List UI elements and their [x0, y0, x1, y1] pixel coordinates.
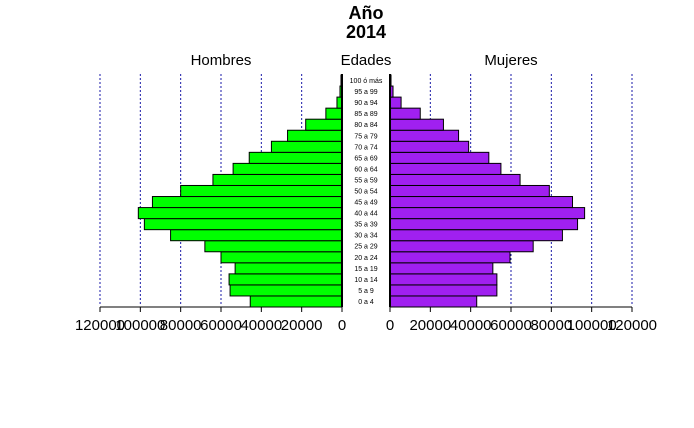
x-tick-label-right: 80000 — [530, 317, 572, 334]
x-tick-label-right: 40000 — [450, 317, 492, 334]
age-group-label: 60 a 64 — [354, 166, 377, 173]
age-group-label: 45 a 49 — [354, 200, 377, 207]
x-tick-label-right: 120000 — [607, 317, 657, 334]
bar-mujeres-13 — [389, 151, 490, 164]
bar-mujeres-0 — [389, 295, 478, 308]
bar-mujeres-9 — [389, 196, 574, 209]
bar-mujeres-17 — [389, 107, 421, 120]
x-tick-label-left: 100000 — [115, 317, 165, 334]
bar-hombres-5 — [204, 240, 343, 253]
x-tick-label-left: 20000 — [281, 317, 323, 334]
bar-hombres-8 — [137, 207, 343, 220]
x-tick-label-right: 0 — [386, 317, 394, 334]
bar-mujeres-5 — [389, 240, 534, 253]
bar-mujeres-8 — [389, 207, 586, 220]
bar-hombres-1 — [229, 284, 343, 297]
age-group-label: 40 a 44 — [354, 211, 377, 218]
bar-hombres-12 — [232, 162, 343, 175]
x-tick-label-left: 80000 — [160, 317, 202, 334]
bar-hombres-16 — [305, 118, 343, 131]
bar-hombres-15 — [287, 129, 343, 142]
bar-mujeres-7 — [389, 218, 579, 231]
bar-hombres-4 — [220, 251, 343, 264]
bar-mujeres-11 — [389, 173, 521, 186]
x-tick-label-left: 120000 — [75, 317, 125, 334]
bar-hombres-10 — [180, 184, 343, 198]
bar-hombres-6 — [170, 229, 343, 242]
age-group-label: 25 a 29 — [354, 244, 377, 251]
age-group-label: 55 a 59 — [354, 177, 377, 184]
bar-hombres-7 — [143, 218, 343, 231]
x-tick-label-left: 0 — [338, 317, 346, 334]
age-group-label: 65 a 69 — [354, 155, 377, 162]
age-group-label: 20 a 24 — [354, 255, 377, 262]
age-group-label: 85 a 89 — [354, 111, 377, 118]
bar-hombres-11 — [212, 173, 343, 186]
bar-mujeres-2 — [389, 273, 498, 286]
bar-hombres-0 — [249, 295, 343, 308]
bar-mujeres-6 — [389, 229, 563, 242]
x-tick-label-right: 60000 — [490, 317, 532, 334]
bar-mujeres-16 — [389, 118, 444, 131]
right-panel-label: Mujeres — [484, 52, 537, 69]
age-group-label: 80 a 84 — [354, 122, 377, 129]
age-group-label: 75 a 79 — [354, 133, 377, 140]
bar-mujeres-15 — [389, 129, 460, 142]
x-tick-label-right: 20000 — [409, 317, 451, 334]
x-tick-label-right: 100000 — [567, 317, 617, 334]
chart-title-line1: Año — [349, 3, 384, 23]
age-group-label: 5 a 9 — [358, 288, 374, 295]
age-group-label: 70 a 74 — [354, 144, 377, 151]
age-group-label: 0 a 4 — [358, 299, 374, 306]
center-axis-label: Edades — [341, 52, 392, 69]
x-tick-label-left: 60000 — [200, 317, 242, 334]
x-tick-label-left: 40000 — [240, 317, 282, 334]
age-group-label: 10 a 14 — [354, 277, 377, 284]
bar-mujeres-1 — [389, 284, 498, 297]
bar-hombres-2 — [228, 273, 343, 286]
age-group-label: 90 a 94 — [354, 100, 377, 107]
bar-hombres-17 — [325, 107, 343, 120]
age-group-label: 30 a 34 — [354, 233, 377, 240]
bar-mujeres-4 — [389, 251, 511, 264]
age-group-label: 15 a 19 — [354, 266, 377, 273]
bar-hombres-13 — [248, 151, 343, 164]
bar-mujeres-3 — [389, 262, 494, 275]
age-group-label: 95 a 99 — [354, 89, 377, 96]
chart-title-line2: 2014 — [346, 22, 386, 42]
bar-mujeres-10 — [389, 184, 550, 198]
age-group-label: 50 a 54 — [354, 189, 377, 196]
age-labels-group: 0 a 4 5 a 9 10 a 14 15 a 19 20 a 24 25 a 29 30… — [350, 78, 383, 306]
left-panel-label: Hombres — [191, 52, 252, 69]
age-group-label: 35 a 39 — [354, 222, 377, 229]
bar-mujeres-14 — [389, 140, 470, 153]
bars-group — [137, 74, 586, 308]
bar-hombres-3 — [234, 262, 343, 275]
bar-mujeres-12 — [389, 162, 502, 175]
bar-hombres-9 — [151, 196, 343, 209]
age-group-label: 100 ó más — [350, 78, 383, 85]
bar-mujeres-18 — [389, 96, 402, 109]
bar-hombres-14 — [270, 140, 343, 153]
